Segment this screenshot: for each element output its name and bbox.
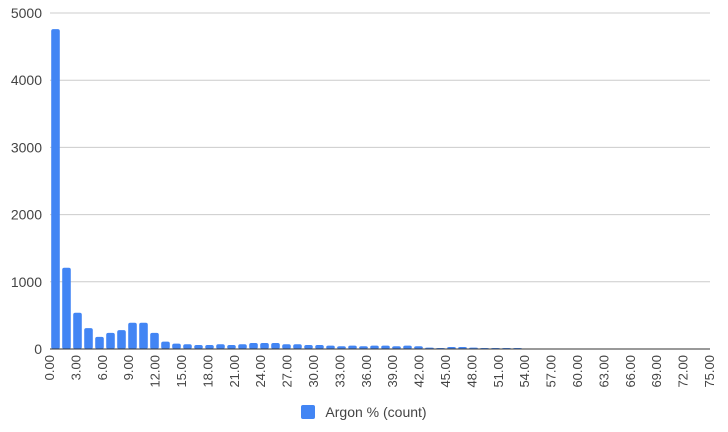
x-tick-label: 6.00 <box>95 355 110 380</box>
bars <box>51 29 687 350</box>
x-tick-label: 27.00 <box>280 355 295 388</box>
x-tick-label: 48.00 <box>464 355 479 388</box>
bar <box>403 345 412 349</box>
x-tick-label: 72.00 <box>676 355 691 388</box>
bar <box>205 344 214 349</box>
bar <box>260 342 269 349</box>
bar <box>414 346 423 349</box>
x-tick-label: 24.00 <box>253 355 268 388</box>
gridlines <box>50 12 710 283</box>
bar <box>84 328 93 349</box>
bar <box>337 346 346 349</box>
bar <box>293 344 302 349</box>
bar <box>117 330 126 349</box>
y-tick-label: 3000 <box>11 139 42 155</box>
bar <box>194 344 203 349</box>
y-axis: 0 1000 2000 3000 4000 5000 <box>11 5 42 357</box>
x-tick-label: 3.00 <box>68 355 83 380</box>
y-tick-label: 2000 <box>11 207 42 223</box>
x-tick-label: 30.00 <box>306 355 321 388</box>
x-tick-label: 15.00 <box>174 355 189 388</box>
x-tick-label: 57.00 <box>544 355 559 388</box>
x-tick-label: 42.00 <box>412 355 427 388</box>
bar <box>95 336 104 349</box>
y-tick-label: 5000 <box>11 5 42 21</box>
bar <box>348 345 357 349</box>
bar <box>271 342 280 349</box>
y-tick-label: 4000 <box>11 72 42 88</box>
bar <box>51 29 60 350</box>
bar <box>106 332 115 349</box>
bar <box>161 341 170 349</box>
x-tick-label: 39.00 <box>385 355 400 388</box>
legend-swatch <box>301 405 316 419</box>
bar <box>216 344 225 349</box>
x-tick-label: 66.00 <box>623 355 638 388</box>
x-tick-label: 54.00 <box>517 355 532 388</box>
x-tick-label: 9.00 <box>121 355 136 380</box>
x-tick-label: 45.00 <box>438 355 453 388</box>
x-tick-label: 21.00 <box>227 355 242 388</box>
bar <box>315 344 324 349</box>
bar <box>447 346 456 349</box>
x-tick-label: 12.00 <box>148 355 163 388</box>
x-tick-label: 60.00 <box>570 355 585 388</box>
x-tick-label: 33.00 <box>332 355 347 388</box>
bar <box>304 344 313 349</box>
bar <box>392 346 401 349</box>
legend-label: Argon % (count) <box>325 404 427 420</box>
bar <box>282 344 291 349</box>
bar <box>227 344 236 349</box>
x-tick-label: 0.00 <box>42 355 57 380</box>
bar <box>359 346 368 349</box>
bar <box>326 345 335 349</box>
x-tick-label: 51.00 <box>491 355 506 388</box>
bar <box>183 344 192 349</box>
bar <box>370 345 379 349</box>
x-tick-label: 75.00 <box>702 355 717 388</box>
x-tick-label: 18.00 <box>200 355 215 388</box>
bar <box>139 322 148 349</box>
bar <box>381 345 390 349</box>
y-tick-label: 0 <box>34 341 42 357</box>
bar <box>150 332 159 349</box>
bar <box>73 312 82 349</box>
bar <box>62 267 71 349</box>
x-tick-label: 63.00 <box>596 355 611 388</box>
bar <box>172 343 181 349</box>
x-tick-label: 36.00 <box>359 355 374 388</box>
bar <box>458 346 467 349</box>
bar <box>128 322 137 349</box>
bar <box>238 344 247 349</box>
x-axis: 0.00 3.00 6.00 9.00 12.00 15.00 18.00 21.00 24.0… <box>42 355 717 388</box>
bar <box>249 342 258 349</box>
legend: Argon % (count) <box>0 404 728 420</box>
x-tick-label: 69.00 <box>649 355 664 388</box>
y-tick-label: 1000 <box>11 274 42 290</box>
